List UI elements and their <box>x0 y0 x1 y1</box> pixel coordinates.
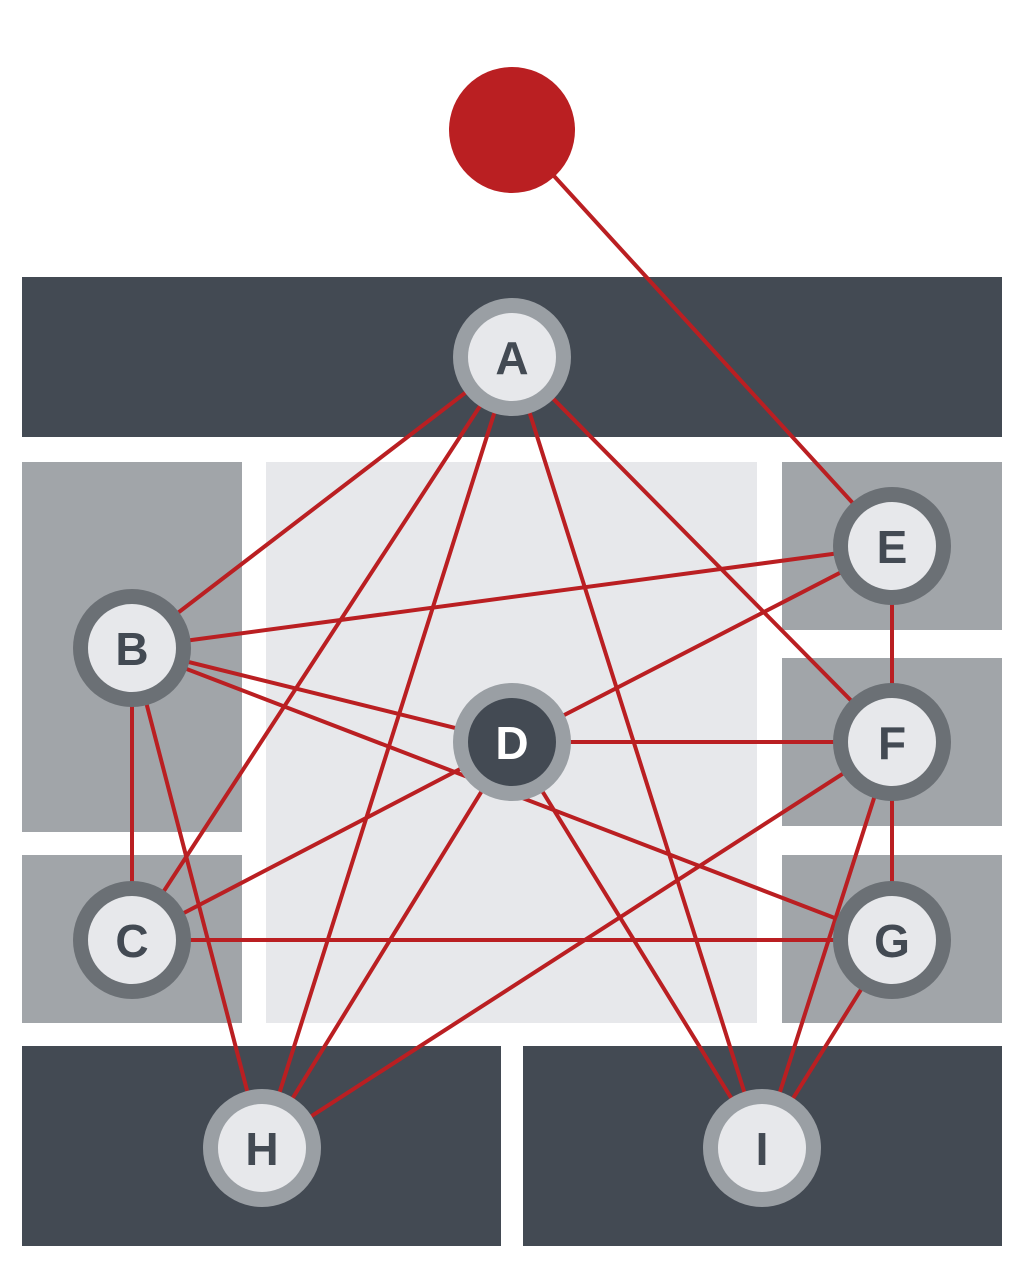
node-label: G <box>874 915 910 967</box>
node-label: F <box>878 717 906 769</box>
edge-f-i <box>760 740 894 1150</box>
edge-b-d <box>130 646 514 744</box>
node-core <box>88 604 176 692</box>
node-b: B <box>73 589 191 707</box>
edge-b-h <box>130 646 264 1150</box>
node-e: E <box>833 487 951 605</box>
node-core <box>848 502 936 590</box>
node-core <box>718 1104 806 1192</box>
node-label: I <box>756 1123 769 1175</box>
node-core <box>218 1104 306 1192</box>
edge-a-h <box>260 355 514 1150</box>
edge-hub-e <box>510 128 894 548</box>
node-d: D <box>453 683 571 801</box>
node-core <box>848 698 936 786</box>
edge-b-e <box>130 544 894 650</box>
node-core <box>468 698 556 786</box>
edge-a-i <box>510 355 764 1150</box>
node-a: A <box>453 298 571 416</box>
edge-d-i <box>510 740 764 1150</box>
hub-node <box>449 67 575 193</box>
edge-a-f <box>510 355 894 744</box>
node-label: D <box>495 717 528 769</box>
node-label: H <box>245 1123 278 1175</box>
edge-f-h <box>260 740 894 1150</box>
node-core <box>88 896 176 984</box>
nodes: A B C D E F G H I <box>73 67 951 1207</box>
node-label: E <box>877 521 908 573</box>
node-label: C <box>115 915 148 967</box>
node-c: C <box>73 881 191 999</box>
edge-a-c <box>130 355 514 942</box>
edge-d-e <box>510 544 894 744</box>
node-core <box>848 896 936 984</box>
edge-d-h <box>260 740 514 1150</box>
node-g: G <box>833 881 951 999</box>
node-i: I <box>703 1089 821 1207</box>
node-core <box>468 313 556 401</box>
edge-a-b <box>130 355 514 650</box>
node-f: F <box>833 683 951 801</box>
edge-c-d <box>130 740 514 942</box>
node-label: B <box>115 623 148 675</box>
node-label: A <box>495 332 528 384</box>
node-h: H <box>203 1089 321 1207</box>
